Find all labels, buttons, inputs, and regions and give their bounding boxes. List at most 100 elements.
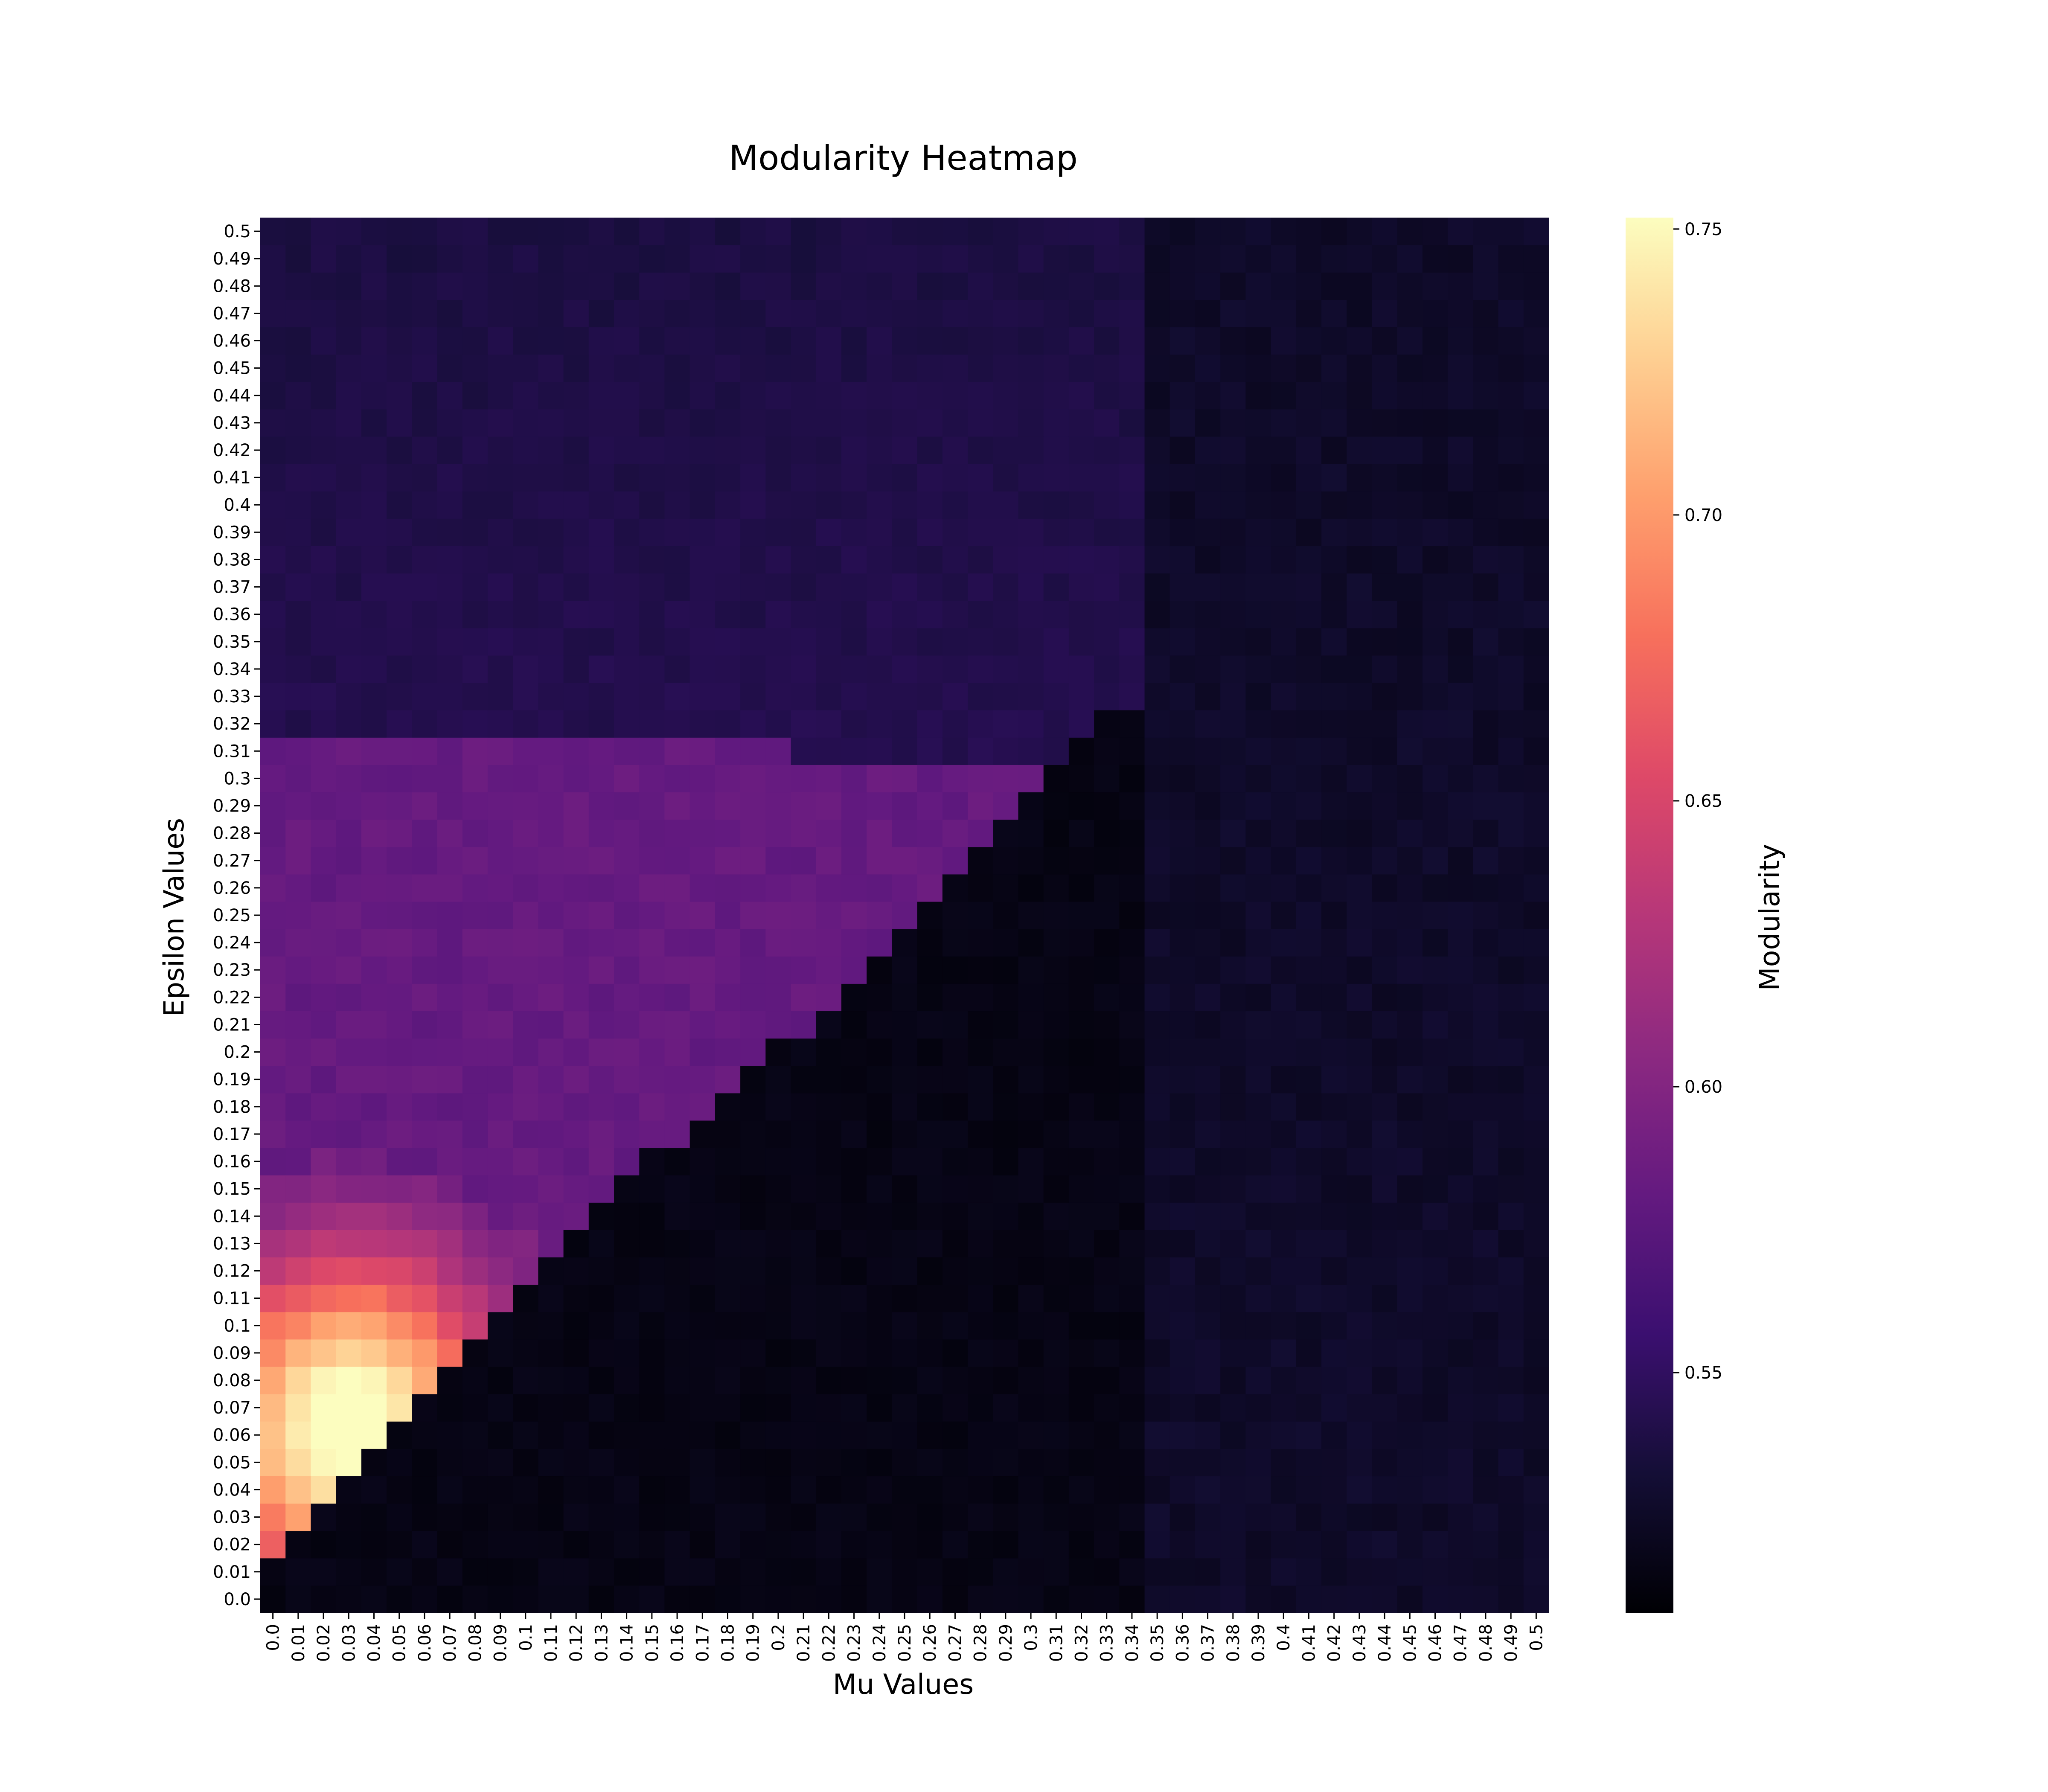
heatmap-cell [1169, 1230, 1196, 1258]
heatmap-cell [563, 1065, 589, 1094]
heatmap-cell [791, 272, 817, 300]
heatmap-cell [816, 518, 842, 547]
heatmap-cell [285, 1366, 311, 1394]
heatmap-cell [1296, 901, 1322, 929]
heatmap-cell [689, 1230, 716, 1258]
heatmap-cell [1397, 1585, 1423, 1613]
heatmap-cell [715, 683, 741, 710]
heatmap-cell [1271, 409, 1297, 437]
heatmap-cell [1195, 381, 1221, 410]
heatmap-cell [462, 929, 488, 957]
heatmap-cell [1043, 600, 1069, 628]
heatmap-cell [1321, 1503, 1347, 1531]
heatmap-cell [563, 573, 589, 601]
heatmap-cell [1296, 1530, 1322, 1559]
heatmap-cell [1220, 1011, 1246, 1039]
heatmap-cell [1245, 546, 1271, 574]
heatmap-cell [664, 710, 690, 738]
heatmap-cell [1018, 354, 1044, 382]
heatmap-cell [1397, 1366, 1423, 1394]
heatmap-cell [563, 354, 589, 382]
heatmap-cell [1094, 1065, 1120, 1094]
heatmap-cell [513, 573, 538, 601]
x-tick-label: 0.14 [617, 1624, 637, 1662]
heatmap-cell [311, 1257, 337, 1285]
heatmap-cell [1245, 436, 1271, 464]
heatmap-cell [1043, 737, 1069, 765]
heatmap-cell [361, 300, 387, 328]
heatmap-cell [1473, 1284, 1499, 1312]
heatmap-cell [993, 1284, 1019, 1312]
heatmap-cell [841, 1530, 867, 1559]
heatmap-cell [1043, 300, 1069, 328]
heatmap-cell [1372, 409, 1398, 437]
heatmap-cell [311, 546, 337, 574]
heatmap-cell [487, 737, 513, 765]
heatmap-cell [538, 218, 564, 245]
heatmap-cell [689, 1476, 716, 1504]
heatmap-cell [765, 409, 791, 437]
heatmap-cell [942, 1175, 968, 1203]
heatmap-cell [1271, 901, 1297, 929]
heatmap-cell [1094, 628, 1120, 656]
x-tick-label: 0.23 [845, 1624, 864, 1662]
heatmap-cell [260, 272, 286, 300]
heatmap-cell [917, 1585, 943, 1613]
heatmap-cell [1448, 272, 1473, 300]
heatmap-cell [942, 600, 968, 628]
heatmap-cell [1296, 354, 1322, 382]
heatmap-cell [614, 1421, 640, 1449]
colorbar [1626, 218, 1673, 1613]
y-tick-label: 0.02 [213, 1535, 251, 1555]
heatmap-cell [1094, 765, 1120, 793]
heatmap-cell [1043, 819, 1069, 847]
heatmap-cell [487, 1120, 513, 1148]
heatmap-cell [387, 1394, 412, 1422]
heatmap-cell [993, 1065, 1019, 1094]
heatmap-cell [715, 1339, 741, 1367]
heatmap-cell [437, 1558, 463, 1586]
heatmap-cell [993, 436, 1019, 464]
heatmap-cell [942, 546, 968, 574]
heatmap-cell [816, 1148, 842, 1175]
heatmap-cell [614, 1339, 640, 1367]
heatmap-cell [285, 1065, 311, 1094]
heatmap-cell [437, 573, 463, 601]
heatmap-cell [1523, 354, 1549, 382]
heatmap-cell [1119, 1011, 1145, 1039]
heatmap-cell [1245, 1421, 1271, 1449]
heatmap-cell [513, 491, 538, 519]
heatmap-cell [1068, 792, 1094, 820]
heatmap-cell [1119, 491, 1145, 519]
heatmap-cell [1347, 655, 1373, 683]
heatmap-cell [462, 354, 488, 382]
heatmap-cell [1043, 1284, 1069, 1312]
heatmap-cell [311, 1175, 337, 1203]
heatmap-cell [588, 1449, 614, 1477]
x-tick-label: 0.25 [895, 1624, 915, 1662]
heatmap-cell [513, 1530, 538, 1559]
heatmap-cell [311, 628, 337, 656]
heatmap-cell [1195, 1011, 1221, 1039]
heatmap-cell [639, 765, 665, 793]
heatmap-cell [1473, 409, 1499, 437]
heatmap-cell [867, 1093, 892, 1121]
heatmap-cell [968, 300, 993, 328]
heatmap-cell [841, 300, 867, 328]
heatmap-cell [917, 655, 943, 683]
heatmap-cell [993, 1585, 1019, 1613]
heatmap-cell [993, 1312, 1019, 1340]
heatmap-cell [689, 1284, 716, 1312]
heatmap-cell [942, 464, 968, 492]
heatmap-cell [588, 1339, 614, 1367]
y-axis-ticks: 0.00.010.020.030.040.050.060.070.080.090… [213, 222, 260, 1609]
heatmap-cell [260, 792, 286, 820]
heatmap-cell [917, 327, 943, 355]
heatmap-cell [1347, 1503, 1373, 1531]
heatmap-cell [513, 1476, 538, 1504]
heatmap-cell [1068, 546, 1094, 574]
heatmap-cell [1094, 1339, 1120, 1367]
heatmap-cell [361, 600, 387, 628]
heatmap-cell [1195, 655, 1221, 683]
heatmap-cell [1119, 573, 1145, 601]
